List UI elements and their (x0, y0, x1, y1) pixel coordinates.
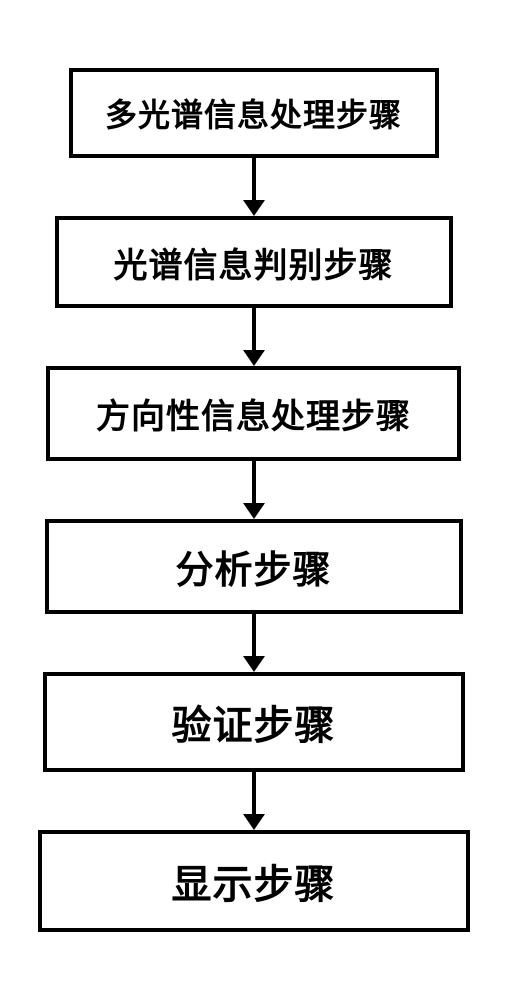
flow-arrow-5 (243, 772, 265, 830)
flow-node-3-label: 方向性信息处理步骤 (96, 389, 411, 438)
flow-node-5: 验证步骤 (43, 672, 465, 772)
flow-node-4-label: 分析步骤 (175, 539, 331, 594)
arrow-line (252, 308, 256, 350)
arrow-head-icon (243, 503, 265, 519)
arrow-line (252, 461, 256, 503)
arrow-head-icon (243, 200, 265, 216)
flow-node-6: 显示步骤 (38, 830, 470, 932)
arrow-line (252, 614, 256, 656)
flow-arrow-4 (243, 614, 265, 672)
flow-node-6-label: 显示步骤 (172, 852, 336, 910)
flow-arrow-1 (243, 158, 265, 216)
arrow-line (252, 158, 256, 200)
flow-node-2: 光谱信息判别步骤 (55, 216, 453, 308)
flowchart-container: 多光谱信息处理步骤 光谱信息判别步骤 方向性信息处理步骤 分析步骤 验证步骤 显… (20, 68, 487, 932)
flow-arrow-2 (243, 308, 265, 366)
flow-node-2-label: 光谱信息判别步骤 (114, 238, 394, 287)
arrow-head-icon (243, 656, 265, 672)
arrow-head-icon (243, 350, 265, 366)
flow-node-4: 分析步骤 (45, 519, 463, 614)
flow-node-1: 多光谱信息处理步骤 (69, 68, 439, 158)
flow-arrow-3 (243, 461, 265, 519)
flow-node-1-label: 多光谱信息处理步骤 (105, 90, 402, 136)
flow-node-5-label: 验证步骤 (172, 693, 336, 751)
flow-node-3: 方向性信息处理步骤 (46, 366, 461, 461)
arrow-head-icon (243, 814, 265, 830)
arrow-line (252, 772, 256, 814)
